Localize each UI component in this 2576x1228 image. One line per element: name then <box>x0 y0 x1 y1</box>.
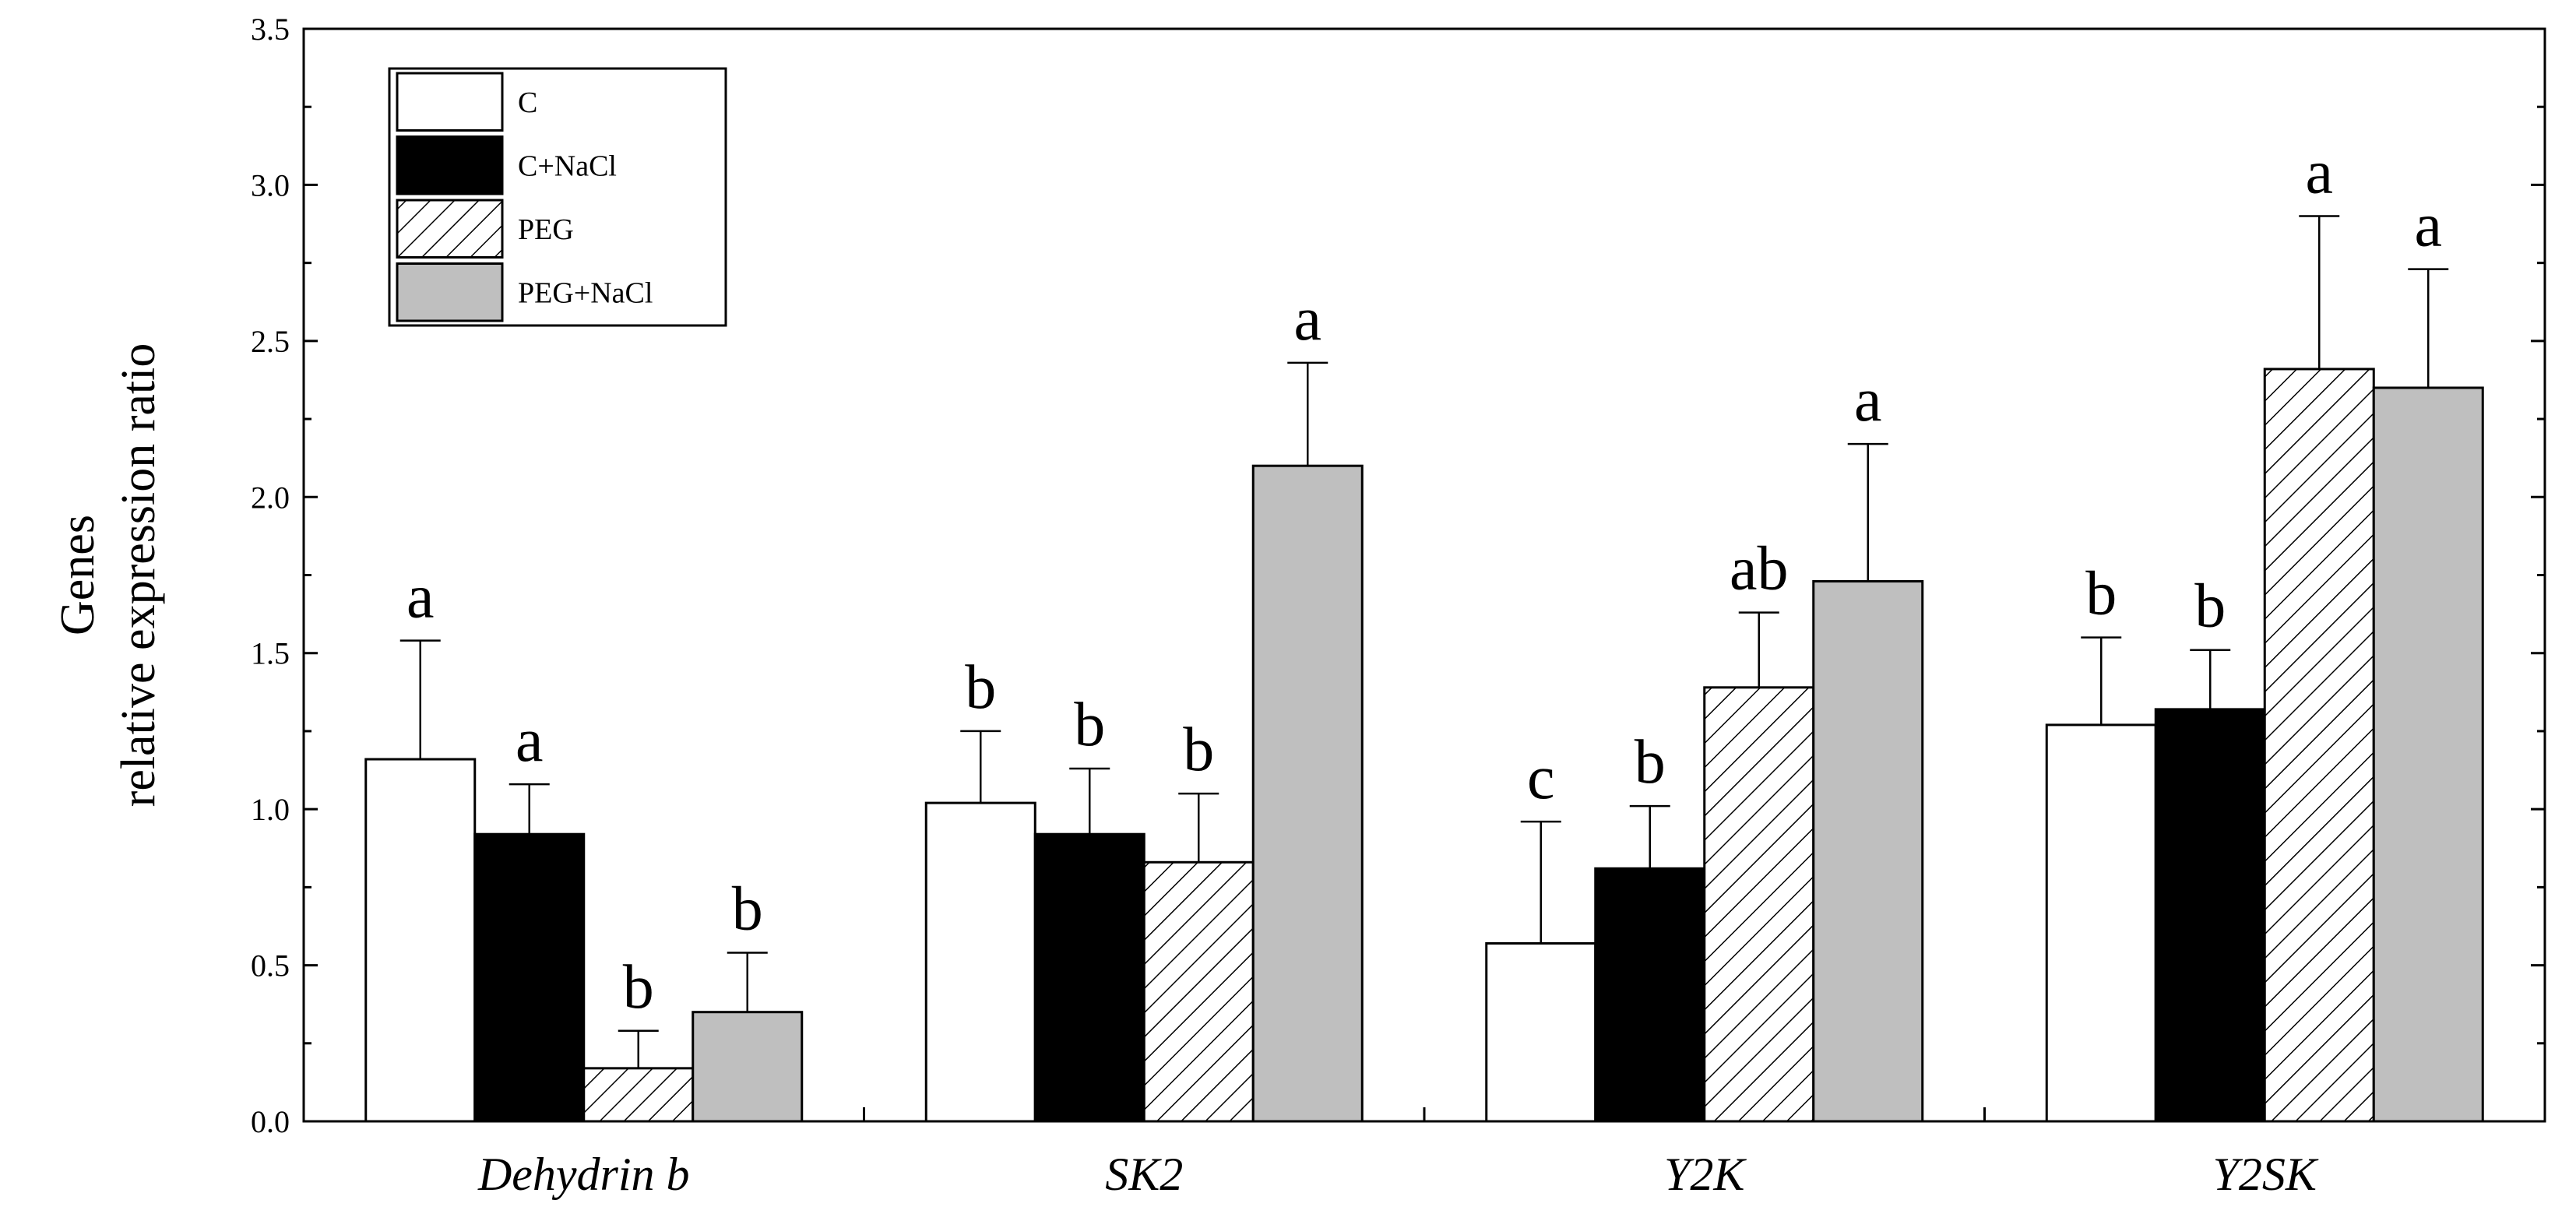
significance-letter: b <box>1183 716 1214 784</box>
significance-letter: ab <box>1730 535 1789 603</box>
significance-letter: a <box>2305 139 2333 207</box>
x-tick-label: Y2SK <box>2213 1149 2319 1200</box>
legend-label: C <box>518 86 537 119</box>
y-tick-label: 0.0 <box>251 1104 290 1139</box>
bar <box>582 1067 695 1123</box>
bar <box>473 832 586 1123</box>
y-tick-label: 0.5 <box>251 948 290 983</box>
legend-swatch <box>396 135 504 195</box>
x-tick-label: Y2K <box>1664 1149 1747 1200</box>
y-axis-label-line: Genes <box>51 515 104 635</box>
significance-letter: b <box>2085 560 2117 628</box>
significance-letter: a <box>516 706 544 775</box>
y-axis-label-line: relative expression ratio <box>112 343 165 808</box>
significance-letter: a <box>406 563 435 632</box>
significance-letter: a <box>2414 192 2442 260</box>
significance-letter: b <box>1635 728 1666 797</box>
y-tick-label: 2.5 <box>251 324 290 359</box>
y-tick-label: 2.0 <box>251 480 290 515</box>
bar <box>1485 942 1597 1123</box>
significance-letter: b <box>965 653 996 722</box>
bar <box>692 1011 804 1123</box>
significance-letter: c <box>1527 744 1555 812</box>
legend-label: PEG <box>518 213 574 246</box>
legend-swatch <box>396 262 504 322</box>
x-tick-label: SK2 <box>1105 1149 1183 1200</box>
bar <box>1251 464 1364 1123</box>
y-tick-label: 1.5 <box>251 636 290 671</box>
significance-letter: b <box>2194 572 2226 641</box>
y-tick-label: 3.0 <box>251 167 290 202</box>
y-axis-label: Genes relative expression ratio <box>51 343 165 808</box>
legend-label: C+NaCl <box>518 150 617 182</box>
significance-letter: b <box>1074 691 1105 759</box>
legend-swatch <box>396 72 504 132</box>
x-tick-label: Dehydrin b <box>477 1149 690 1200</box>
bar <box>1033 832 1145 1123</box>
bar <box>924 801 1036 1123</box>
bar <box>2372 386 2484 1123</box>
bar <box>1703 686 1815 1123</box>
bar <box>2154 708 2266 1123</box>
y-tick-label: 3.5 <box>251 12 290 47</box>
legend-label: PEG+NaCl <box>518 276 653 309</box>
significance-letter: a <box>1293 285 1321 354</box>
bar <box>1812 580 1924 1123</box>
legend: C C+NaCl PEG PEG+NaCl <box>388 67 727 327</box>
bar <box>2263 368 2375 1123</box>
legend-swatch <box>396 199 504 259</box>
significance-letter: b <box>623 953 654 1022</box>
bar <box>1142 860 1255 1123</box>
significance-letter: a <box>1854 366 1882 435</box>
bar <box>1594 867 1706 1123</box>
y-tick-label: 1.0 <box>251 792 290 827</box>
bar <box>2045 723 2157 1123</box>
bar <box>364 758 477 1123</box>
significance-letter: b <box>732 875 763 944</box>
